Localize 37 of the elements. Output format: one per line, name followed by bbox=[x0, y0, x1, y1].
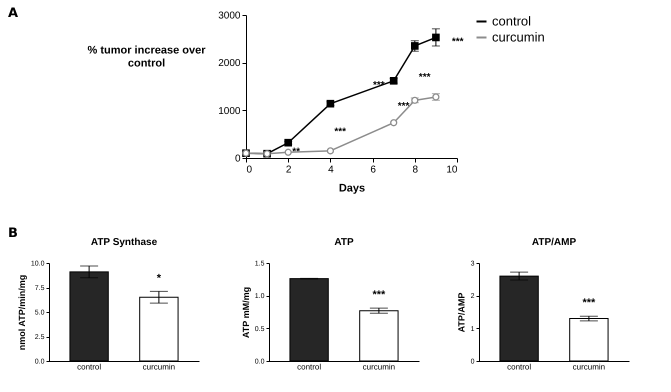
annotation: *** bbox=[373, 80, 385, 91]
y-axis-title: ATP mM/mg bbox=[240, 286, 251, 338]
text: B bbox=[8, 226, 18, 241]
y-axis-title: nmol ATP/min/mg bbox=[16, 274, 27, 350]
y-tick-label: 1000 bbox=[218, 106, 241, 117]
annotation: *** bbox=[334, 126, 346, 138]
y-tick-label: 0 bbox=[234, 154, 241, 164]
x-tick-label: curcumin bbox=[572, 362, 606, 372]
y-tick-label: 3000 bbox=[218, 10, 241, 22]
y-axis-title: % tumor increase over control bbox=[88, 44, 206, 70]
y-axis-title: ATP/AMP bbox=[456, 292, 467, 332]
x-tick-label: 10 bbox=[446, 164, 458, 176]
annotation: ** bbox=[292, 146, 300, 158]
annotation: * bbox=[156, 272, 162, 284]
annotation: *** bbox=[372, 289, 386, 302]
annotation: *** bbox=[582, 297, 596, 310]
x-tick-label: 2 bbox=[286, 164, 292, 176]
x-tick-label: curcumin bbox=[362, 362, 396, 372]
text: A bbox=[8, 6, 18, 21]
chart-title: ATP/AMP bbox=[532, 237, 576, 248]
legend-label: control bbox=[492, 14, 532, 28]
x-tick-label: curcumin bbox=[142, 362, 176, 372]
legend-label: curcumin bbox=[492, 30, 545, 44]
x-tick-label: 6 bbox=[370, 164, 376, 176]
annotation: *** bbox=[398, 100, 410, 112]
x-tick-label: control bbox=[297, 362, 322, 372]
y-tick-label: 2000 bbox=[218, 58, 241, 70]
x-tick-label: 4 bbox=[328, 164, 334, 176]
annotation: *** bbox=[418, 72, 431, 84]
chart-title: ATP bbox=[334, 237, 354, 248]
x-tick-label: control bbox=[77, 362, 102, 372]
x-tick-label: control bbox=[507, 362, 532, 372]
x-axis-title: Days bbox=[338, 182, 366, 194]
annotation: *** bbox=[452, 36, 464, 48]
x-tick-label: 8 bbox=[412, 164, 419, 176]
chart-title: ATP Synthase bbox=[90, 237, 158, 248]
x-tick-label: 0 bbox=[246, 164, 252, 176]
